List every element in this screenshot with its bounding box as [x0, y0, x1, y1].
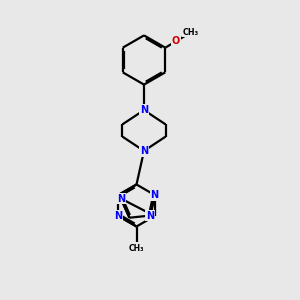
- Text: O: O: [172, 36, 180, 46]
- Text: CH₃: CH₃: [129, 244, 144, 253]
- Text: CH₃: CH₃: [183, 28, 199, 37]
- Text: N: N: [114, 211, 122, 221]
- Text: N: N: [117, 194, 125, 204]
- Text: N: N: [140, 105, 148, 115]
- Text: N: N: [151, 190, 159, 200]
- Text: N: N: [146, 211, 154, 220]
- Text: N: N: [140, 146, 148, 156]
